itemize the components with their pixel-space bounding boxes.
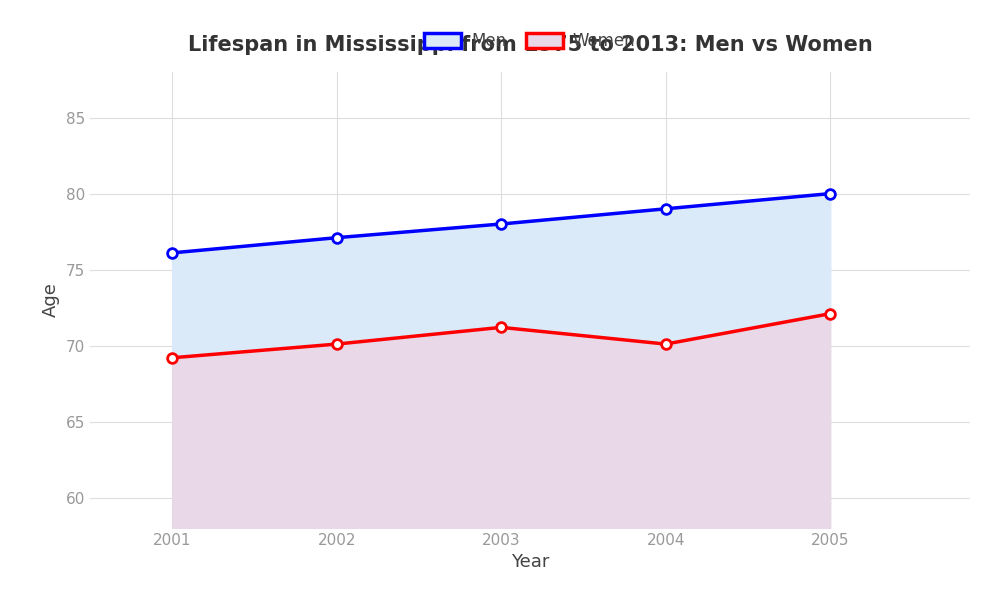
X-axis label: Year: Year bbox=[511, 553, 549, 571]
Legend: Men, Women: Men, Women bbox=[418, 26, 642, 57]
Title: Lifespan in Mississippi from 1975 to 2013: Men vs Women: Lifespan in Mississippi from 1975 to 201… bbox=[188, 35, 872, 55]
Y-axis label: Age: Age bbox=[42, 283, 60, 317]
